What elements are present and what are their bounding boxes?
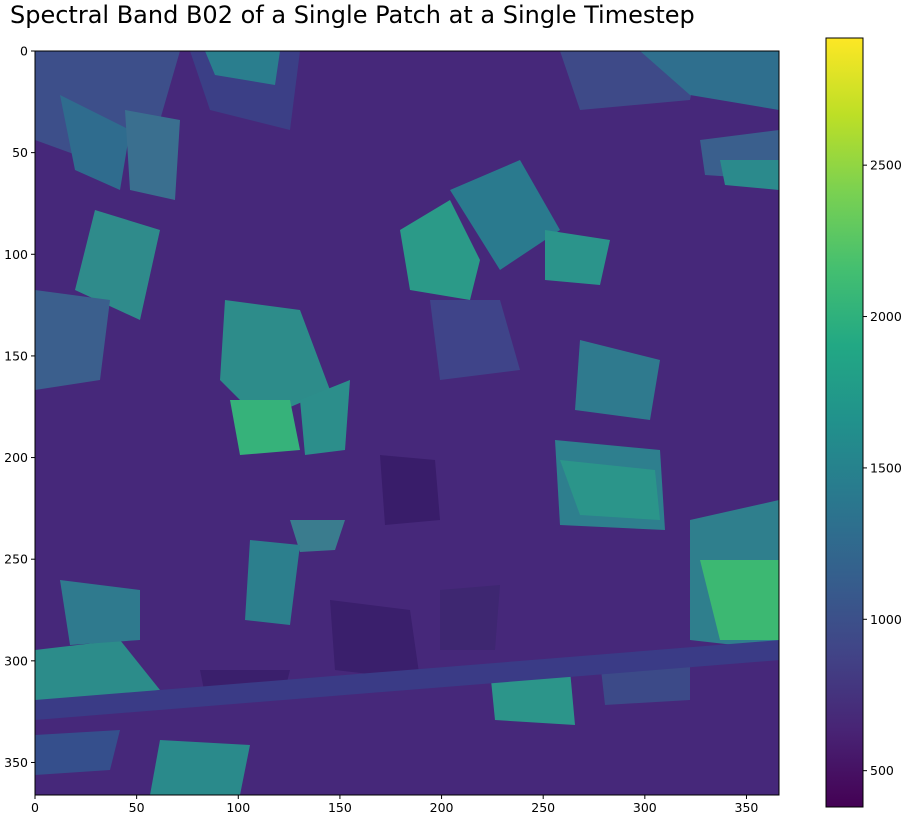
colorbar-tick-label: 2500 <box>870 158 902 173</box>
field-patch <box>440 585 500 650</box>
field-patch <box>205 51 280 85</box>
y-tick-label: 200 <box>4 450 28 465</box>
x-tick-label: 250 <box>531 800 555 815</box>
field-patch <box>490 670 575 725</box>
field-patch <box>430 300 520 380</box>
field-patch <box>575 340 660 420</box>
x-tick-label: 300 <box>633 800 657 815</box>
colorbar-tick-label: 2000 <box>870 309 902 324</box>
field-patch <box>700 560 779 640</box>
field-patch <box>220 300 330 420</box>
x-tick-label: 200 <box>430 800 454 815</box>
field-patch <box>35 730 120 775</box>
field-patch <box>60 580 140 645</box>
field-patch <box>150 740 250 795</box>
y-axis-ticks: 0 50 100 150 200 250 300 350 <box>4 44 35 770</box>
colorbar <box>826 38 863 807</box>
x-tick-label: 100 <box>226 800 250 815</box>
field-patch <box>640 51 779 110</box>
colorbar-ticks: 500 1000 1500 2000 2500 <box>863 158 902 778</box>
colorbar-tick-label: 1000 <box>870 612 902 627</box>
colorbar-tick-label: 1500 <box>870 460 902 475</box>
field-patch <box>125 110 180 200</box>
x-tick-label: 50 <box>129 800 145 815</box>
field-patch <box>400 200 480 300</box>
x-axis-ticks: 0 50 100 150 200 250 300 350 <box>31 795 758 815</box>
field-patch <box>290 520 345 552</box>
field-patch <box>380 455 440 525</box>
x-tick-label: 350 <box>735 800 759 815</box>
y-tick-label: 100 <box>4 247 28 262</box>
field-patches <box>35 51 779 795</box>
field-patch <box>75 210 160 320</box>
y-tick-label: 150 <box>4 348 28 363</box>
heatmap-image <box>35 51 779 795</box>
y-tick-label: 250 <box>4 552 28 567</box>
colorbar-tick-label: 500 <box>870 763 894 778</box>
field-patch <box>720 160 779 190</box>
field-patch <box>35 640 779 720</box>
x-tick-label: 150 <box>328 800 352 815</box>
field-patch <box>245 540 300 625</box>
field-patch <box>35 640 160 705</box>
chart-title: Spectral Band B02 of a Single Patch at a… <box>10 1 695 29</box>
field-patch <box>330 600 420 680</box>
field-patch <box>560 460 660 520</box>
x-tick-label: 0 <box>31 800 39 815</box>
axes-frame <box>34 50 780 796</box>
y-tick-label: 0 <box>20 44 28 59</box>
y-tick-label: 300 <box>4 653 28 668</box>
field-patch <box>450 160 560 270</box>
field-patch <box>60 95 130 190</box>
field-patch <box>35 290 110 390</box>
y-tick-label: 50 <box>12 145 28 160</box>
colorbar-frame <box>825 37 864 808</box>
field-patch <box>545 230 610 285</box>
field-patch <box>300 380 350 455</box>
field-patch <box>230 400 300 455</box>
y-tick-label: 350 <box>4 755 28 770</box>
